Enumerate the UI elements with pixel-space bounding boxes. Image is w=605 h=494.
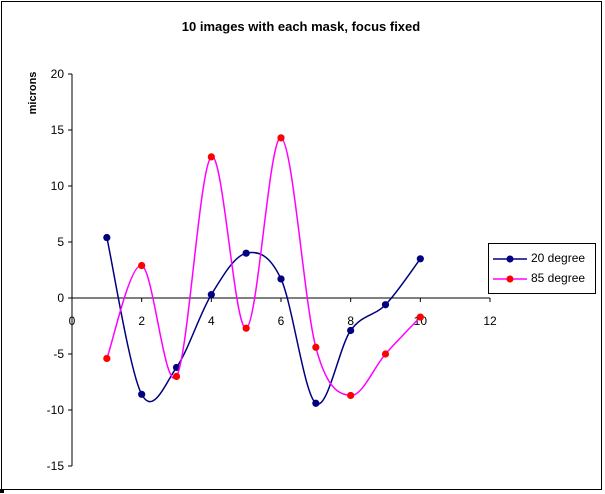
x-tick-label: 6	[278, 314, 285, 328]
y-tick-label: 15	[51, 123, 65, 137]
y-tick-label: -5	[53, 347, 64, 361]
x-tick-label: 4	[208, 314, 215, 328]
data-point-series-1	[242, 249, 250, 257]
series-layer	[103, 134, 424, 407]
data-point-series-2	[277, 134, 285, 142]
data-point-series-1	[381, 301, 390, 309]
y-tick-label: -15	[47, 459, 65, 473]
series-line-1	[106, 237, 421, 405]
chart-title: 10 images with each mask, focus fixed	[182, 19, 420, 34]
data-point-series-1	[312, 399, 320, 407]
data-point-series-2	[416, 313, 424, 321]
legend-label-series-1: 20 degree	[531, 251, 586, 265]
data-point-series-1	[207, 291, 215, 299]
y-tick-label: -10	[47, 403, 65, 417]
data-point-series-1	[277, 275, 285, 283]
x-tick-label: 8	[347, 314, 354, 328]
legend-item-series-2: 85 degree	[489, 269, 595, 289]
data-point-series-1	[416, 255, 424, 263]
x-tick-label: 2	[138, 314, 145, 328]
data-point-series-2	[312, 343, 320, 351]
y-tick-label: 10	[51, 179, 65, 193]
legend-swatch-series-2	[493, 275, 527, 283]
data-point-series-2	[138, 261, 146, 270]
x-tick-label: 12	[483, 314, 497, 328]
y-axis-label: microns	[27, 72, 39, 115]
data-point-series-2	[242, 324, 250, 332]
x-tick-label: 0	[69, 314, 76, 328]
corner-mark	[0, 489, 4, 493]
data-point-series-2	[172, 372, 181, 380]
y-tick-label: 20	[51, 67, 65, 81]
y-tick-label: 0	[57, 291, 64, 305]
legend-item-series-1: 20 degree	[489, 249, 595, 269]
data-point-series-2	[347, 391, 355, 400]
data-point-series-2	[207, 153, 215, 161]
data-point-series-2	[381, 350, 390, 358]
data-point-series-1	[172, 363, 181, 372]
data-point-series-1	[138, 390, 146, 398]
y-tick-label: 5	[57, 235, 64, 249]
legend: 20 degree 85 degree	[488, 243, 596, 294]
data-point-series-2	[103, 354, 111, 363]
data-point-series-1	[103, 233, 111, 242]
legend-swatch-series-1	[493, 255, 527, 263]
data-point-series-1	[347, 326, 355, 335]
series-line-2	[106, 137, 421, 397]
legend-label-series-2: 85 degree	[531, 271, 586, 285]
